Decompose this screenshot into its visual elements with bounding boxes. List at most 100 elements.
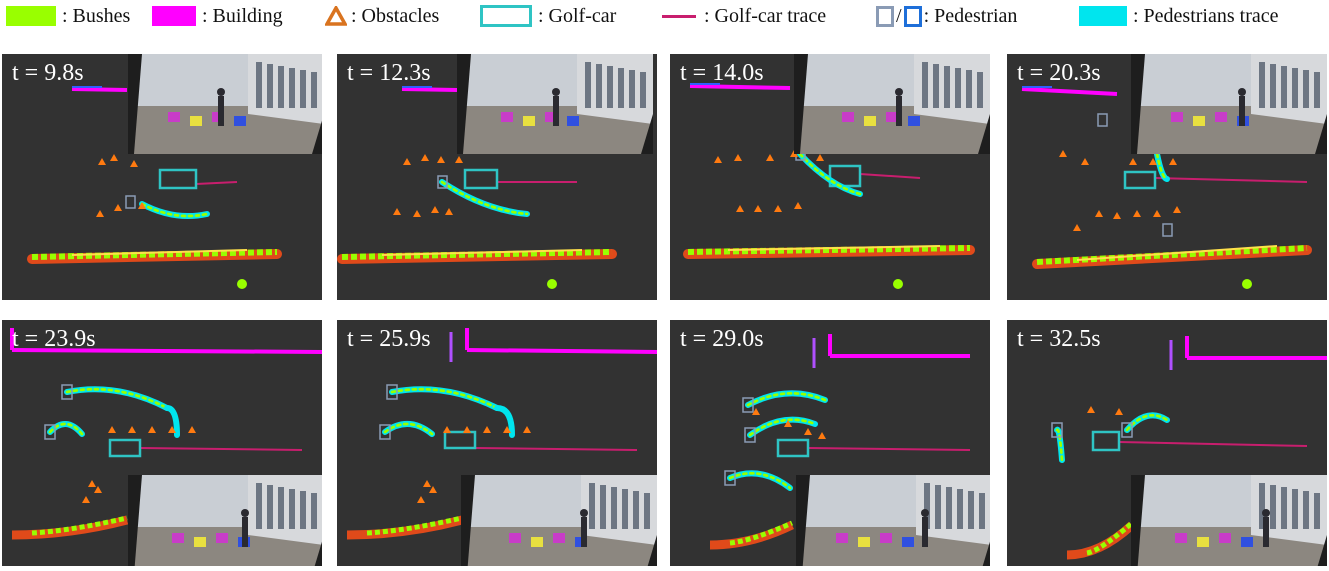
building-window <box>629 70 635 108</box>
pedestrian-head <box>895 88 903 96</box>
legend: : Bushes : Building : Obstacles : Golf-c… <box>0 0 1329 34</box>
pedestrian-trace-texture <box>1155 152 1169 181</box>
obstacle-block <box>553 533 565 543</box>
lens-vignette <box>128 475 142 566</box>
point-cloud-view <box>683 83 975 289</box>
obstacle-marker <box>736 205 744 212</box>
bushes-points <box>346 515 464 540</box>
obstacle-marker <box>523 426 531 433</box>
building-window <box>1303 70 1309 108</box>
obstacle-block <box>168 112 180 122</box>
obstacle-marker <box>1081 158 1089 165</box>
pedestrian-box-gray-icon <box>876 5 894 27</box>
golfcar-trace <box>195 181 238 185</box>
pedestrian-trace-texture <box>383 422 434 436</box>
building-points <box>401 87 458 92</box>
building-window <box>1259 62 1265 108</box>
time-label: t = 14.0s <box>680 60 764 86</box>
lens-vignette <box>796 475 810 566</box>
pedestrian-figure <box>218 96 224 126</box>
bushes-points <box>1066 521 1136 560</box>
obstacle-block <box>1241 537 1253 547</box>
obstacle-marker <box>431 206 439 213</box>
building-window <box>1314 72 1320 108</box>
obstacle-marker <box>1087 406 1095 413</box>
building-window <box>922 62 928 108</box>
point-cloud-view <box>337 86 617 289</box>
obstacle-marker <box>1169 158 1177 165</box>
building-window <box>278 66 284 108</box>
time-label: t = 32.5s <box>1017 326 1101 352</box>
obstacle-triangle-icon <box>325 6 347 26</box>
legend-golfcar-trace-label: : Golf-car trace <box>704 4 827 27</box>
obstacle-block <box>880 533 892 543</box>
time-label: t = 20.3s <box>1017 60 1101 86</box>
obstacle-marker <box>437 156 445 163</box>
building-window <box>1259 483 1265 529</box>
lens-vignette <box>794 54 808 154</box>
obstacle-marker <box>1095 210 1103 217</box>
obstacle-block <box>902 537 914 547</box>
golfcar-box <box>158 168 198 190</box>
building-window <box>267 64 273 108</box>
obstacle-marker <box>463 426 471 433</box>
obstacle-marker <box>754 205 762 212</box>
building-window <box>957 489 963 529</box>
obstacle-marker <box>752 408 760 415</box>
lens-vignette <box>457 54 471 154</box>
bushes-swatch-icon <box>6 6 56 26</box>
point-cloud-view <box>346 328 657 540</box>
pedestrian-head <box>552 88 560 96</box>
building-window <box>955 68 961 108</box>
building-window <box>589 483 595 529</box>
obstacle-block <box>545 112 557 122</box>
obstacle-marker <box>413 210 421 217</box>
pedestrian-trace-texture <box>140 202 209 218</box>
building-window <box>622 489 628 529</box>
obstacle-block <box>908 116 920 126</box>
bushes-points <box>71 249 248 256</box>
obstacle-marker <box>784 420 792 427</box>
legend-bushes-label: : Bushes <box>62 4 131 27</box>
pedestrian-trace-texture <box>1125 413 1169 432</box>
pedestrian-trace-texture <box>65 387 169 410</box>
golfcar-trace-line-icon <box>662 14 696 18</box>
pedestrian-box <box>744 427 756 443</box>
building-window <box>933 64 939 108</box>
frame-panel: t = 9.8s <box>2 54 322 300</box>
frame-panel: t = 14.0s <box>670 54 990 300</box>
legend-obstacles: : Obstacles <box>325 4 439 28</box>
legend-pedestrians-trace: : Pedestrians trace <box>1079 4 1279 28</box>
obstacle-marker <box>82 496 90 503</box>
bushes-points <box>31 515 128 536</box>
legend-golfcar-trace: : Golf-car trace <box>662 4 826 28</box>
obstacle-marker <box>130 160 138 167</box>
pedestrian-figure <box>553 96 559 126</box>
building-points <box>1021 87 1118 96</box>
time-label: t = 12.3s <box>347 60 431 86</box>
building-window <box>607 66 613 108</box>
obstacle-marker <box>804 428 812 435</box>
point-cloud-view <box>1051 336 1327 560</box>
obstacle-block <box>216 533 228 543</box>
bushes-points <box>547 279 557 289</box>
obstacle-marker <box>393 208 401 215</box>
legend-golfcar-label: : Golf-car <box>538 4 617 27</box>
pedestrian-box-blue-icon <box>903 5 922 27</box>
pedestrian-figure <box>1263 517 1269 547</box>
obstacle-marker <box>138 202 146 209</box>
point-cloud-view <box>27 86 282 289</box>
obstacle-marker <box>417 496 425 503</box>
obstacle-marker <box>188 426 196 433</box>
obstacle-marker <box>168 426 176 433</box>
obstacle-marker <box>443 426 451 433</box>
legend-building-label: : Building <box>202 4 283 27</box>
camera-inset-image <box>128 475 322 566</box>
camera-inset-image <box>1131 54 1327 154</box>
frame-panel: t = 23.9s <box>2 320 322 566</box>
bushes-points <box>237 279 247 289</box>
building-window <box>256 483 262 529</box>
building-points <box>11 348 322 354</box>
obstacle-marker <box>1133 210 1141 217</box>
pedestrian-box <box>1097 113 1108 127</box>
